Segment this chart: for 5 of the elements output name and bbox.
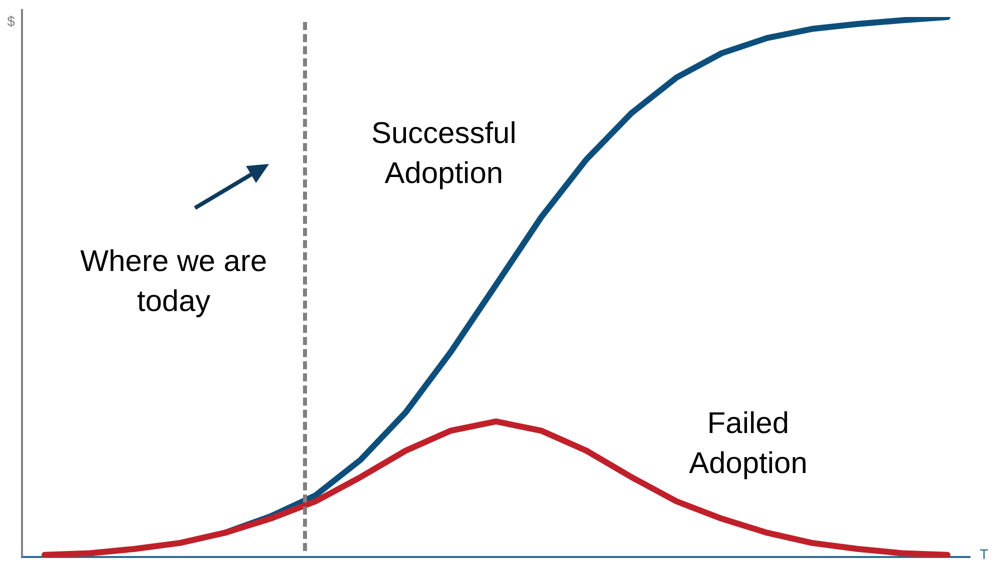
series-label: Successful Adoption — [371, 116, 516, 190]
y-axis-title: $ — [7, 12, 16, 29]
annotation: Where we are today — [80, 244, 268, 318]
x-axis-title: T — [980, 546, 989, 562]
series-label: Failed Adoption — [688, 406, 808, 480]
